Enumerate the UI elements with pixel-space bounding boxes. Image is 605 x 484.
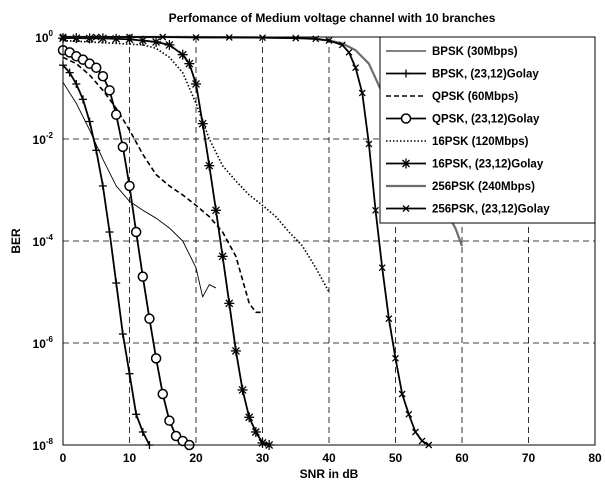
x-axis-label: SNR in dB	[300, 467, 359, 481]
y-axis-label: BER	[9, 228, 23, 254]
x-tick-label: 50	[389, 451, 403, 465]
data-point	[152, 354, 161, 363]
data-point	[231, 346, 241, 356]
x-tick-label: 70	[522, 451, 536, 465]
data-point	[178, 50, 188, 60]
legend-label: QPSK, (23,12)Golay	[432, 114, 540, 126]
legend-label: QPSK (60Mbps)	[432, 91, 518, 103]
data-point	[151, 37, 161, 47]
data-point	[118, 142, 127, 151]
legend: BPSK (30Mbps) BPSK, (23,12)Golay QPSK (60M…	[380, 37, 595, 223]
data-point	[145, 314, 154, 323]
data-point	[204, 161, 214, 171]
data-point	[191, 79, 201, 89]
data-point	[244, 412, 254, 422]
legend-label: 256PSK (240Mbps)	[432, 181, 535, 193]
data-point	[98, 33, 108, 43]
data-point	[85, 33, 95, 43]
data-point	[132, 228, 141, 237]
data-point	[218, 251, 228, 261]
data-point	[211, 205, 221, 215]
legend-label: 16PSK, (23,12)Golay	[432, 159, 544, 171]
data-point	[251, 427, 261, 437]
data-point	[164, 40, 174, 50]
data-point	[125, 34, 135, 44]
data-point	[158, 390, 167, 399]
x-tick-label: 10	[123, 451, 137, 465]
data-point	[138, 272, 147, 281]
data-point	[92, 63, 101, 72]
legend-label: BPSK, (23,12)Golay	[432, 69, 539, 81]
x-tick-label: 20	[189, 451, 203, 465]
x-tick-label: 0	[60, 451, 67, 465]
data-point	[105, 86, 114, 95]
data-point	[165, 416, 174, 425]
legend-marker	[402, 114, 411, 123]
x-tick-label: 30	[256, 451, 270, 465]
data-point	[71, 33, 81, 43]
x-tick-label: 60	[455, 451, 469, 465]
data-point	[111, 34, 121, 44]
legend-box	[380, 37, 595, 223]
chart-title: Perfomance of Medium voltage channel wit…	[169, 11, 496, 25]
data-point	[238, 385, 248, 395]
data-point	[125, 181, 134, 190]
legend-label: BPSK (30Mbps)	[432, 46, 518, 58]
data-point	[224, 298, 234, 308]
legend-label: 16PSK (120Mbps)	[432, 136, 529, 148]
data-point	[184, 59, 194, 69]
data-point	[98, 72, 107, 81]
legend-marker	[401, 159, 411, 169]
data-point	[258, 438, 268, 448]
x-tick-label: 80	[588, 451, 602, 465]
legend-label: 256PSK, (23,12)Golay	[432, 204, 550, 216]
data-point	[112, 110, 121, 119]
x-tick-label: 40	[322, 451, 336, 465]
